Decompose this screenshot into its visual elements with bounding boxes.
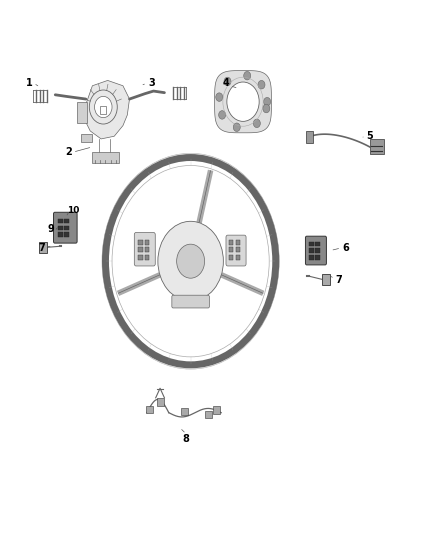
FancyBboxPatch shape (236, 240, 240, 245)
FancyBboxPatch shape (315, 255, 320, 260)
Circle shape (233, 123, 240, 132)
FancyBboxPatch shape (64, 225, 69, 230)
FancyBboxPatch shape (236, 247, 240, 252)
Text: 1: 1 (26, 78, 32, 88)
FancyBboxPatch shape (145, 255, 149, 260)
FancyBboxPatch shape (226, 235, 246, 266)
FancyBboxPatch shape (370, 140, 384, 155)
Circle shape (224, 77, 231, 86)
Text: 7: 7 (336, 275, 343, 285)
Text: 3: 3 (148, 78, 155, 88)
FancyBboxPatch shape (138, 240, 143, 245)
Text: 8: 8 (183, 434, 190, 445)
FancyBboxPatch shape (172, 295, 209, 308)
FancyBboxPatch shape (145, 247, 149, 252)
FancyBboxPatch shape (39, 242, 46, 253)
FancyBboxPatch shape (315, 241, 320, 246)
Circle shape (244, 71, 251, 80)
Text: 5: 5 (366, 131, 373, 141)
FancyBboxPatch shape (309, 241, 314, 246)
FancyBboxPatch shape (134, 232, 155, 266)
FancyBboxPatch shape (305, 236, 326, 265)
Circle shape (219, 111, 226, 119)
FancyBboxPatch shape (180, 408, 187, 415)
FancyBboxPatch shape (321, 274, 330, 285)
FancyBboxPatch shape (64, 219, 69, 223)
FancyBboxPatch shape (205, 410, 212, 418)
FancyBboxPatch shape (53, 212, 77, 243)
FancyBboxPatch shape (315, 248, 320, 253)
Circle shape (258, 80, 265, 89)
Text: 9: 9 (48, 224, 54, 235)
Circle shape (95, 96, 112, 118)
FancyBboxPatch shape (146, 406, 152, 413)
FancyBboxPatch shape (309, 255, 314, 260)
Circle shape (158, 221, 223, 301)
Polygon shape (215, 70, 272, 133)
FancyBboxPatch shape (236, 255, 240, 260)
FancyBboxPatch shape (229, 240, 233, 245)
FancyBboxPatch shape (213, 406, 220, 414)
Circle shape (227, 82, 259, 122)
FancyBboxPatch shape (81, 134, 92, 142)
Circle shape (263, 104, 270, 113)
FancyBboxPatch shape (58, 232, 63, 237)
Circle shape (177, 244, 205, 278)
Text: 2: 2 (65, 147, 72, 157)
FancyBboxPatch shape (156, 398, 163, 406)
FancyBboxPatch shape (64, 232, 69, 237)
FancyBboxPatch shape (306, 131, 313, 143)
FancyBboxPatch shape (229, 255, 233, 260)
Text: 4: 4 (222, 78, 229, 88)
Circle shape (253, 119, 260, 127)
FancyBboxPatch shape (58, 219, 63, 223)
Polygon shape (84, 80, 130, 139)
FancyBboxPatch shape (58, 225, 63, 230)
Circle shape (216, 93, 223, 101)
FancyBboxPatch shape (92, 152, 119, 163)
Text: 7: 7 (39, 243, 46, 253)
FancyBboxPatch shape (145, 240, 149, 245)
FancyBboxPatch shape (229, 247, 233, 252)
FancyBboxPatch shape (100, 107, 106, 114)
Text: 10: 10 (67, 206, 79, 215)
Text: 6: 6 (342, 243, 349, 253)
FancyBboxPatch shape (77, 102, 87, 123)
FancyBboxPatch shape (309, 248, 314, 253)
Circle shape (264, 98, 271, 106)
FancyBboxPatch shape (138, 247, 143, 252)
FancyBboxPatch shape (138, 255, 143, 260)
